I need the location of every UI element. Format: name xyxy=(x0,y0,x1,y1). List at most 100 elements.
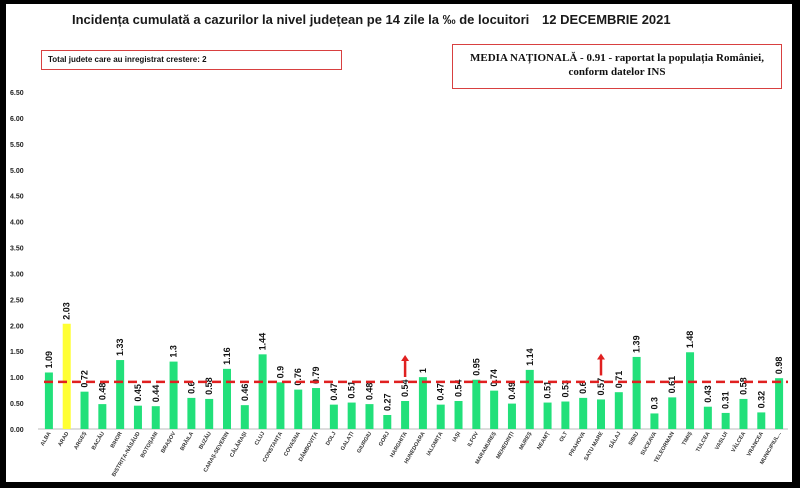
category-label: ARGEȘ xyxy=(73,431,88,451)
category-label: GIURGIU xyxy=(356,431,373,454)
national-average-box: MEDIA NAȚIONALĂ - 0.91 - raportat la pop… xyxy=(452,44,782,89)
category-label: TULCEA xyxy=(695,431,711,453)
data-label: 0.6 xyxy=(578,381,588,394)
data-label: 0.44 xyxy=(151,385,161,403)
category-label: SUCEAVA xyxy=(640,431,658,457)
increase-arrow-icon xyxy=(401,355,410,362)
category-label: DOLJ xyxy=(325,431,338,447)
category-label: TIMIȘ xyxy=(681,431,694,447)
bar xyxy=(223,368,231,429)
category-label: VÂLCEA xyxy=(730,430,747,453)
bar xyxy=(632,356,641,429)
bar-chart: 0.00 0.50 1.00 1.50 2.00 2.50 3.00 3.50 4.00 4.50… xyxy=(10,90,788,478)
data-label: 0.47 xyxy=(329,383,339,401)
bar xyxy=(276,382,285,429)
bar xyxy=(597,399,605,429)
increase-count-box: Total judete care au inregistrat crester… xyxy=(41,50,342,70)
category-label: MEHEDINȚI xyxy=(495,431,516,461)
y-tick-label: 5.00 xyxy=(10,168,24,175)
bar xyxy=(543,402,552,429)
category-label: BOTOȘANI xyxy=(140,431,160,459)
bar xyxy=(472,379,481,429)
y-tick-label: 1.50 xyxy=(10,349,24,356)
category-label: COVASNA xyxy=(283,431,302,457)
category-label: SATU MARE xyxy=(583,431,605,462)
category-label: VRANCEA xyxy=(746,431,765,458)
bar xyxy=(205,398,214,429)
y-tick-label: 2.00 xyxy=(10,323,24,330)
category-label: HARGHITA xyxy=(389,431,409,459)
bar xyxy=(383,415,392,429)
category-label: GALAȚI xyxy=(340,431,356,452)
data-label: 1 xyxy=(418,368,428,373)
bar xyxy=(739,398,748,429)
category-label: IAȘI xyxy=(452,431,463,444)
category-label: CĂLĂRAȘI xyxy=(228,430,249,459)
bar xyxy=(44,372,53,429)
data-label: 1.48 xyxy=(685,331,695,349)
data-label: 0.53 xyxy=(560,380,570,398)
category-label: BIHOR xyxy=(110,431,124,449)
data-label: 1.3 xyxy=(169,345,179,358)
y-tick-label: 6.50 xyxy=(10,90,24,97)
y-tick-label: 6.00 xyxy=(10,116,24,123)
chart-frame: Incidența cumulată a cazurilor la nivel … xyxy=(6,4,792,482)
report-date: 12 DECEMBRIE 2021 xyxy=(542,12,671,27)
bar xyxy=(258,354,267,429)
bar xyxy=(347,402,356,429)
bar xyxy=(312,388,321,429)
bar xyxy=(80,391,89,429)
data-label: 0.6 xyxy=(186,381,196,394)
bar xyxy=(614,392,623,429)
category-label: PRAHOVA xyxy=(568,431,587,457)
y-tick-label: 4.00 xyxy=(10,220,24,227)
category-label: CLUJ xyxy=(254,431,266,446)
category-label: GORJ xyxy=(378,431,391,448)
y-tick-label: 4.50 xyxy=(10,194,24,201)
bar xyxy=(650,413,659,429)
category-label: OLT xyxy=(559,430,570,443)
bar xyxy=(703,406,712,429)
data-label: 0.27 xyxy=(382,393,392,411)
data-label: 0.95 xyxy=(471,358,481,376)
category-label: BUZĂU xyxy=(197,430,213,450)
data-label: 1.39 xyxy=(632,335,642,353)
bar xyxy=(579,397,588,429)
data-label: 1.16 xyxy=(222,347,232,365)
data-label: 0.76 xyxy=(293,368,303,386)
data-label: 0.54 xyxy=(454,379,464,397)
bar xyxy=(169,361,178,429)
bar xyxy=(98,404,107,429)
increase-arrow-icon xyxy=(597,353,605,360)
y-tick-label: 5.50 xyxy=(10,142,24,149)
bar xyxy=(454,401,463,429)
bar xyxy=(187,397,196,429)
data-label: 1.44 xyxy=(258,333,268,351)
data-label: 0.47 xyxy=(436,383,446,401)
category-label: BACĂU xyxy=(90,430,106,451)
data-label: 0.9 xyxy=(275,366,285,379)
bar xyxy=(240,405,249,429)
data-label: 0.98 xyxy=(774,357,784,375)
data-label: 0.58 xyxy=(204,377,214,395)
bar xyxy=(561,401,570,429)
bar xyxy=(151,406,160,429)
bar xyxy=(62,323,71,429)
bar xyxy=(775,378,784,429)
data-label: 0.72 xyxy=(80,370,90,388)
data-label: 0.61 xyxy=(667,376,677,394)
bar xyxy=(418,377,427,429)
bar xyxy=(329,404,338,429)
data-label: 0.79 xyxy=(311,367,321,385)
data-label: 1.33 xyxy=(115,339,125,357)
data-label: 0.48 xyxy=(97,383,107,401)
data-label: 0.31 xyxy=(721,391,731,409)
data-label: 2.03 xyxy=(62,302,72,320)
y-tick-label: 0.50 xyxy=(10,401,24,408)
bar xyxy=(116,360,125,429)
data-label: 1.14 xyxy=(525,348,535,366)
category-label: ARAD xyxy=(57,431,70,448)
bar xyxy=(133,405,142,429)
data-label: 0.51 xyxy=(543,381,553,399)
data-label: 0.54 xyxy=(400,379,410,397)
